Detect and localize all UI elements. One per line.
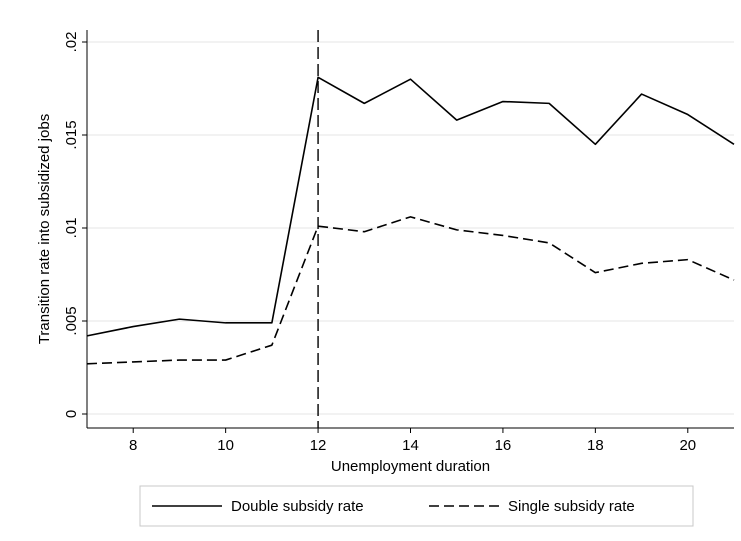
data-point (594, 272, 596, 274)
data-point (548, 102, 550, 104)
data-point (317, 76, 319, 78)
data-point (178, 318, 180, 320)
x-tick-label: 20 (679, 437, 696, 454)
data-point (86, 335, 88, 337)
legend-box (139, 485, 694, 527)
data-point (271, 344, 273, 346)
x-tick-label: 14 (402, 437, 419, 454)
data-point (132, 361, 134, 363)
data-point (641, 93, 643, 95)
axes: 0 .005 .01 .015 .02 8 10 12 14 16 18 20 (63, 30, 734, 454)
data-point (317, 225, 319, 227)
data-point (178, 359, 180, 361)
data-point (687, 259, 689, 261)
series-lines (86, 76, 735, 365)
data-point (594, 143, 596, 145)
legend-label: Single subsidy rate (508, 498, 635, 515)
data-point (132, 326, 134, 328)
data-point (363, 231, 365, 233)
data-point (733, 279, 735, 281)
x-tick-label: 18 (587, 437, 604, 454)
x-tick-label: 8 (129, 437, 137, 454)
series-line-single-subsidy (86, 216, 735, 365)
x-tick-label: 16 (495, 437, 512, 454)
y-tick-label: .005 (63, 306, 80, 335)
data-point (456, 229, 458, 231)
data-point (225, 322, 227, 324)
series-line-double-subsidy (86, 76, 735, 337)
y-tick-label: .01 (63, 218, 80, 239)
data-point (86, 363, 88, 365)
data-point (687, 114, 689, 116)
legend: Double subsidy rate Single subsidy rate (139, 485, 694, 527)
x-tick-label: 10 (217, 437, 234, 454)
legend-label: Double subsidy rate (231, 498, 364, 515)
data-point (456, 119, 458, 121)
data-point (733, 143, 735, 145)
y-tick-label: 0 (63, 410, 80, 418)
data-point (410, 78, 412, 80)
data-point (502, 234, 504, 236)
data-point (548, 242, 550, 244)
y-tick-label: .02 (63, 32, 80, 53)
x-axis-label: Unemployment duration (331, 458, 490, 475)
y-axis-label: Transition rate into subsidized jobs (36, 114, 53, 344)
data-point (410, 216, 412, 218)
data-point (225, 359, 227, 361)
data-point (271, 322, 273, 324)
data-point (502, 101, 504, 103)
y-tick-label: .015 (63, 120, 80, 149)
data-point (641, 262, 643, 264)
data-point (363, 102, 365, 104)
x-tick-label: 12 (310, 437, 327, 454)
